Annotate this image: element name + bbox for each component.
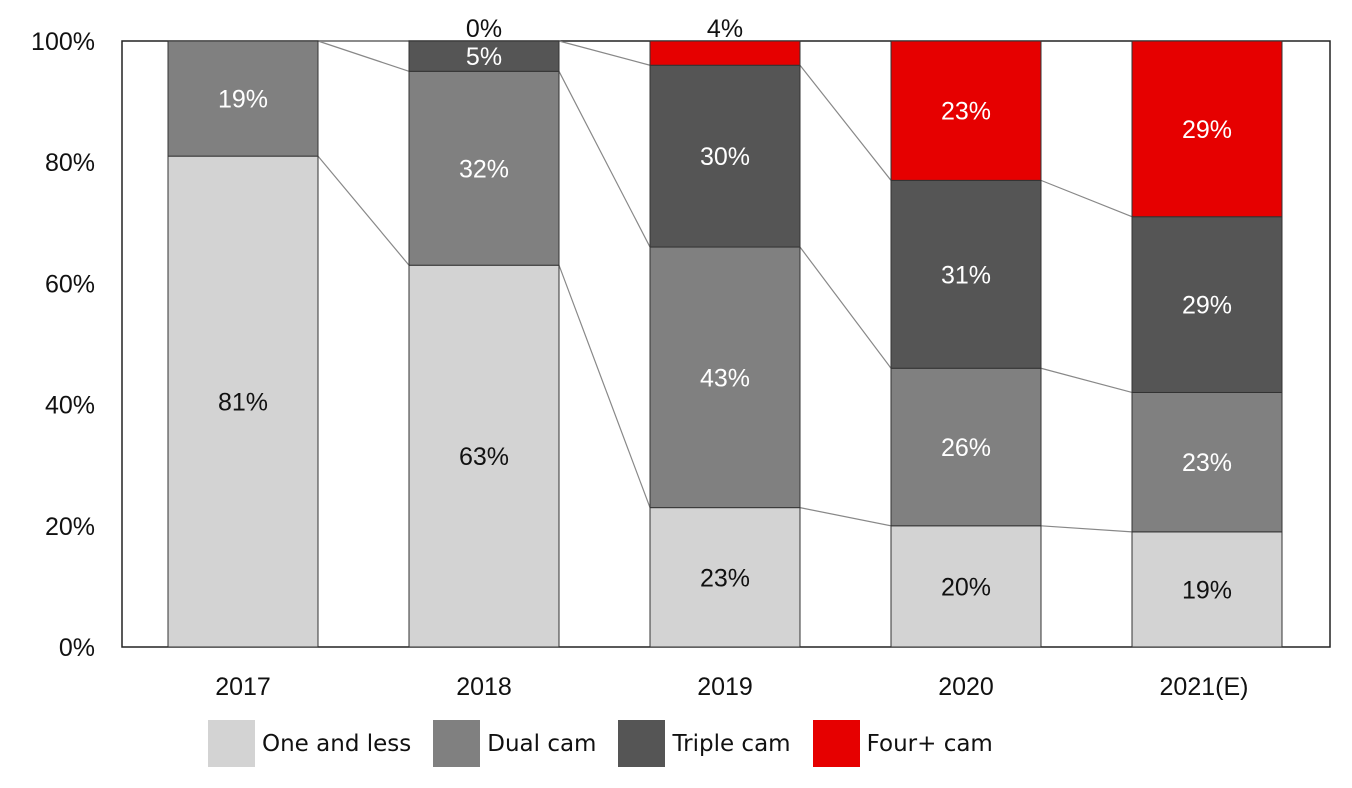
connector-line bbox=[317, 155, 410, 266]
data-label: 20% bbox=[941, 573, 991, 601]
x-tick-label: 2019 bbox=[697, 673, 753, 701]
data-label: 26% bbox=[941, 434, 991, 462]
data-label: 43% bbox=[700, 364, 750, 392]
connector-line bbox=[799, 246, 892, 369]
data-label: 5% bbox=[466, 43, 502, 71]
legend-label: Triple cam bbox=[672, 730, 791, 757]
legend-item: One and less bbox=[208, 720, 411, 767]
y-tick-label: 80% bbox=[45, 149, 95, 177]
data-label: 30% bbox=[700, 143, 750, 171]
data-label: 0% bbox=[466, 15, 502, 43]
bar-segment bbox=[890, 525, 1042, 648]
legend-swatch bbox=[208, 720, 255, 767]
data-label: 19% bbox=[218, 86, 268, 114]
legend-item: Dual cam bbox=[433, 720, 596, 767]
legend-swatch bbox=[433, 720, 481, 767]
bar-segment bbox=[167, 155, 319, 648]
data-label: 81% bbox=[218, 389, 268, 417]
connector-line bbox=[558, 40, 651, 66]
legend-item: Triple cam bbox=[618, 720, 791, 767]
legend-item: Four+ cam bbox=[812, 720, 993, 767]
data-label: 23% bbox=[941, 98, 991, 126]
bar-segment bbox=[649, 64, 801, 248]
legend-label: Dual cam bbox=[487, 730, 597, 757]
y-tick-label: 0% bbox=[59, 634, 95, 662]
y-tick-label: 20% bbox=[45, 513, 95, 541]
bar-segment bbox=[1131, 391, 1283, 533]
connector-line bbox=[558, 71, 651, 248]
bar-segment bbox=[1131, 40, 1283, 218]
data-label: 19% bbox=[1182, 576, 1232, 604]
y-tick-label: 60% bbox=[45, 270, 95, 298]
data-label: 29% bbox=[1182, 292, 1232, 320]
data-label: 23% bbox=[1182, 449, 1232, 477]
connector-line bbox=[799, 64, 892, 181]
connector-line bbox=[1040, 179, 1133, 218]
bar-segment bbox=[408, 264, 560, 648]
legend-swatch bbox=[812, 720, 860, 767]
bar-segment bbox=[890, 367, 1042, 527]
connector-line bbox=[558, 265, 651, 508]
y-tick-label: 40% bbox=[45, 392, 95, 420]
bar-segment bbox=[408, 70, 560, 266]
legend-label: One and less bbox=[262, 730, 412, 757]
legend-label: Four+ cam bbox=[866, 730, 993, 757]
x-tick-label: 2021(E) bbox=[1160, 673, 1249, 701]
bar-segment bbox=[649, 40, 801, 66]
data-label: 63% bbox=[459, 443, 509, 471]
bar-segment bbox=[1131, 216, 1283, 393]
bar-segment bbox=[1131, 531, 1283, 648]
x-tick-label: 2017 bbox=[215, 673, 271, 701]
bar-segment bbox=[890, 179, 1042, 369]
bar-segment bbox=[408, 40, 560, 72]
x-tick-label: 2020 bbox=[938, 673, 994, 701]
bar-segment bbox=[649, 507, 801, 648]
x-tick-label: 2018 bbox=[456, 673, 512, 701]
bar-segment bbox=[649, 246, 801, 509]
connector-line bbox=[317, 40, 410, 72]
bar-segment bbox=[167, 40, 319, 157]
connector-line bbox=[1040, 367, 1133, 394]
data-label: 31% bbox=[941, 261, 991, 289]
data-label: 29% bbox=[1182, 116, 1232, 144]
y-tick-label: 100% bbox=[31, 28, 95, 56]
data-label: 32% bbox=[459, 155, 509, 183]
bar-segment bbox=[890, 40, 1042, 181]
connector-line bbox=[1040, 525, 1133, 533]
legend: One and less Dual cam Triple cam Four+ cam bbox=[208, 720, 1015, 767]
connector-line bbox=[799, 507, 892, 527]
data-label: 4% bbox=[707, 15, 743, 43]
legend-swatch bbox=[618, 720, 666, 767]
data-label: 23% bbox=[700, 564, 750, 592]
stacked-bar-chart: 0%20%40%60%80%100%81%19%201763%32%5%0%20… bbox=[31, 15, 1331, 701]
